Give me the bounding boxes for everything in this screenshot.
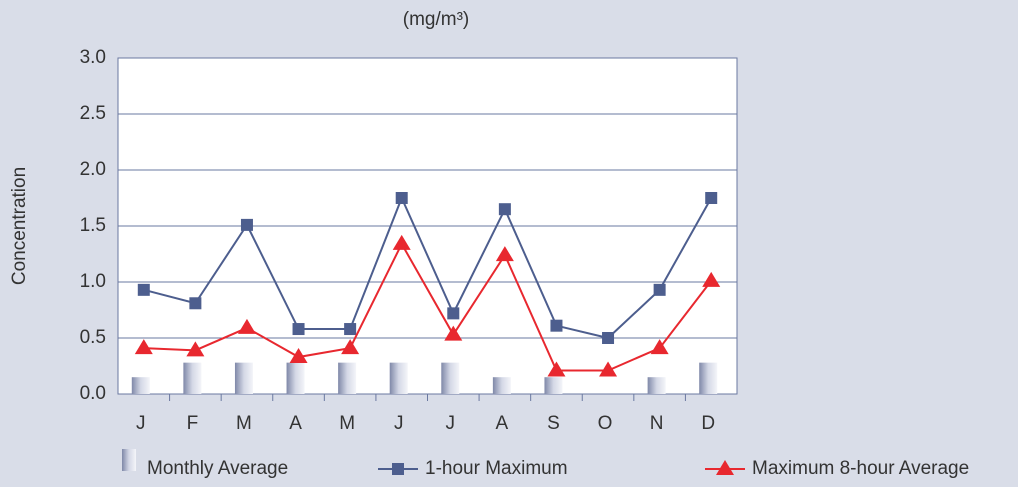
legend-label: Maximum 8-hour Average	[752, 458, 969, 479]
bar	[338, 362, 357, 394]
bar	[183, 362, 202, 394]
y-tick-label: 1.5	[80, 215, 106, 236]
marker	[716, 460, 734, 475]
y-tick-label: 3.0	[80, 47, 106, 68]
bar	[492, 377, 511, 394]
x-tick-label: J	[136, 413, 146, 434]
marker	[237, 318, 256, 334]
y-tick-label: 2.5	[80, 103, 106, 124]
marker	[189, 297, 202, 310]
x-tick-label: J	[394, 413, 404, 434]
x-tick-label: M	[339, 413, 355, 434]
marker	[395, 192, 408, 204]
marker	[650, 339, 669, 355]
x-tick-label: D	[701, 413, 715, 434]
y-axis-label: Concentration	[9, 167, 30, 285]
x-tick-label: N	[650, 413, 664, 434]
marker	[289, 348, 308, 364]
y-tick-label: 2.0	[80, 159, 106, 180]
marker	[134, 339, 153, 355]
marker	[602, 332, 615, 344]
marker	[392, 463, 404, 475]
marker	[498, 203, 511, 216]
x-tick-label: S	[547, 413, 560, 434]
marker	[344, 323, 357, 336]
bar	[441, 362, 460, 394]
legend-label: 1-hour Maximum	[425, 458, 568, 479]
x-tick-label: A	[496, 413, 509, 434]
marker	[186, 341, 205, 357]
marker	[447, 307, 460, 320]
line	[143, 195, 713, 340]
bar	[286, 362, 305, 394]
x-tick-label: M	[236, 413, 252, 434]
chart-title: (mg/m³)	[403, 9, 469, 30]
bar	[647, 377, 666, 394]
legend-label: Monthly Average	[147, 458, 288, 479]
y-tick-label: 0.0	[80, 383, 106, 404]
bar	[544, 377, 563, 394]
marker	[444, 325, 463, 341]
legend-swatch	[122, 449, 136, 471]
x-tick-label: J	[446, 413, 456, 434]
line	[143, 241, 713, 372]
marker	[240, 218, 253, 231]
marker	[137, 283, 150, 296]
marker	[547, 361, 566, 377]
marker	[341, 339, 360, 355]
x-tick-label: A	[289, 413, 302, 434]
x-tick-label: F	[187, 413, 199, 434]
marker	[495, 246, 514, 262]
y-tick-label: 0.5	[80, 327, 106, 348]
marker	[292, 323, 305, 336]
marker	[599, 361, 618, 377]
bar	[131, 377, 150, 394]
marker	[392, 234, 411, 250]
marker	[653, 283, 666, 296]
bar	[389, 362, 408, 394]
y-tick-label: 1.0	[80, 271, 106, 292]
bar	[699, 362, 718, 394]
marker	[550, 319, 563, 332]
bar	[234, 362, 253, 394]
x-tick-label: O	[598, 413, 613, 434]
marker	[705, 192, 718, 204]
marker	[702, 271, 721, 287]
